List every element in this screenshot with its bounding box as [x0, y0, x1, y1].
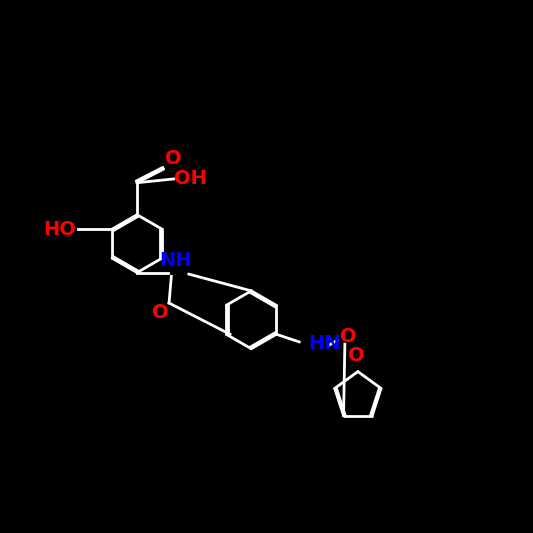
Text: O: O	[165, 149, 182, 167]
Text: HN: HN	[308, 334, 341, 353]
Text: O: O	[348, 346, 365, 366]
Text: HO: HO	[43, 220, 76, 239]
Text: OH: OH	[174, 169, 207, 189]
Text: O: O	[341, 327, 357, 346]
Text: NH: NH	[159, 251, 191, 270]
Text: O: O	[151, 303, 168, 322]
